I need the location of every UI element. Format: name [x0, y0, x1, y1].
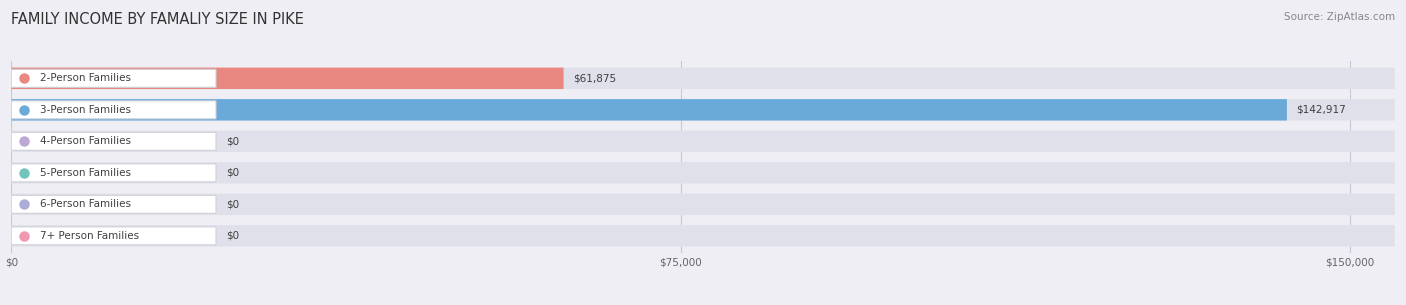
FancyBboxPatch shape	[11, 99, 1286, 120]
Text: 3-Person Families: 3-Person Families	[41, 105, 131, 115]
Text: $0: $0	[226, 168, 239, 178]
FancyBboxPatch shape	[11, 99, 1395, 120]
Text: $0: $0	[226, 231, 239, 241]
FancyBboxPatch shape	[11, 132, 217, 150]
FancyBboxPatch shape	[11, 69, 217, 87]
Text: $0: $0	[226, 136, 239, 146]
FancyBboxPatch shape	[11, 194, 1395, 215]
FancyBboxPatch shape	[11, 101, 217, 119]
FancyBboxPatch shape	[11, 162, 1395, 184]
FancyBboxPatch shape	[11, 227, 217, 245]
Text: 4-Person Families: 4-Person Families	[41, 136, 131, 146]
Text: FAMILY INCOME BY FAMALIY SIZE IN PIKE: FAMILY INCOME BY FAMALIY SIZE IN PIKE	[11, 12, 304, 27]
Text: 2-Person Families: 2-Person Families	[41, 73, 131, 83]
Text: 5-Person Families: 5-Person Families	[41, 168, 131, 178]
Text: 7+ Person Families: 7+ Person Families	[41, 231, 139, 241]
FancyBboxPatch shape	[11, 195, 217, 213]
Text: 6-Person Families: 6-Person Families	[41, 199, 131, 209]
Text: Source: ZipAtlas.com: Source: ZipAtlas.com	[1284, 12, 1395, 22]
Text: $142,917: $142,917	[1296, 105, 1347, 115]
FancyBboxPatch shape	[11, 131, 1395, 152]
FancyBboxPatch shape	[11, 68, 1395, 89]
FancyBboxPatch shape	[11, 225, 1395, 246]
FancyBboxPatch shape	[11, 164, 217, 182]
FancyBboxPatch shape	[11, 68, 564, 89]
Text: $61,875: $61,875	[574, 73, 616, 83]
Text: $0: $0	[226, 199, 239, 209]
